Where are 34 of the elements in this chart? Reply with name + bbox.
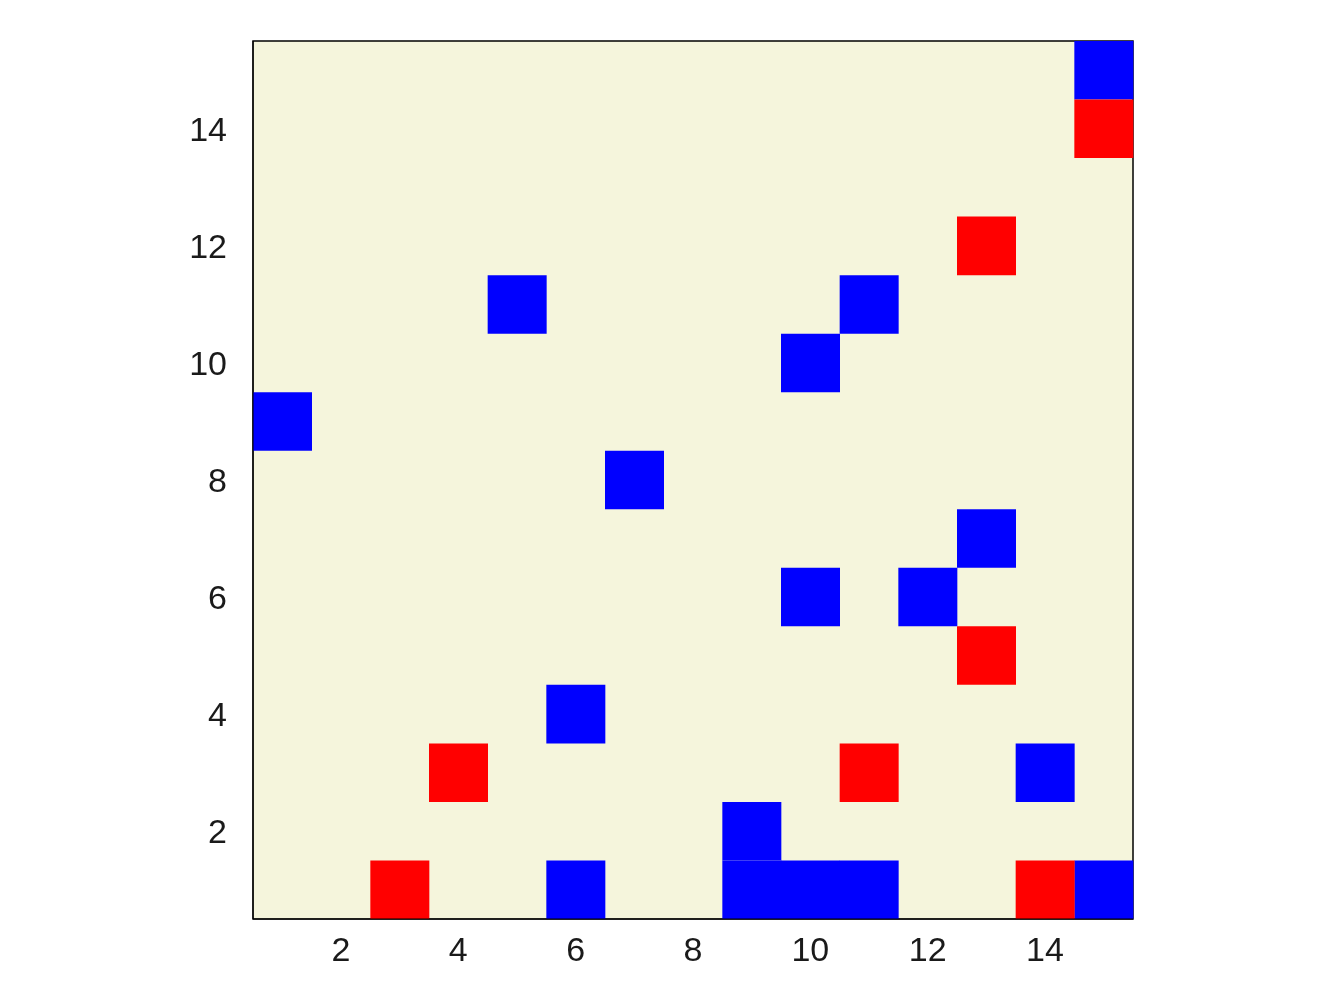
- x-tick-label: 10: [791, 930, 830, 969]
- bar: [1074, 99, 1134, 159]
- bar: [370, 860, 430, 919]
- y-tick-label: 10: [189, 344, 227, 382]
- bar: [1074, 41, 1134, 100]
- bar: [487, 275, 547, 334]
- bar: [957, 626, 1016, 685]
- bar: [429, 743, 488, 802]
- bar: [839, 275, 899, 334]
- x-tick-label: 6: [566, 930, 586, 969]
- x-tick-label: 14: [1026, 930, 1064, 969]
- x-tick-label: 2: [331, 930, 351, 969]
- y-tick-label: 8: [208, 461, 227, 500]
- x-tick-label: 4: [448, 930, 468, 969]
- bar: [781, 567, 840, 627]
- bar: [898, 567, 958, 627]
- y-tick-label: 6: [208, 578, 227, 617]
- bar: [546, 684, 606, 744]
- bar: [957, 216, 1016, 276]
- bar: [1015, 860, 1075, 919]
- x-tick-label: 8: [683, 930, 703, 969]
- bar: [1015, 743, 1075, 802]
- bar: [253, 392, 312, 451]
- x-tick-label: 12: [908, 930, 947, 969]
- y-tick-label: 12: [189, 226, 227, 265]
- bar: [839, 743, 899, 802]
- bar: [957, 509, 1016, 568]
- y-tick-label: 2: [208, 812, 227, 851]
- bar: [781, 333, 840, 393]
- bar: [605, 450, 664, 510]
- bar: [1074, 860, 1134, 919]
- bar: [546, 860, 606, 919]
- y-tick-label: 4: [208, 695, 227, 734]
- y-tick-label: 14: [189, 109, 227, 148]
